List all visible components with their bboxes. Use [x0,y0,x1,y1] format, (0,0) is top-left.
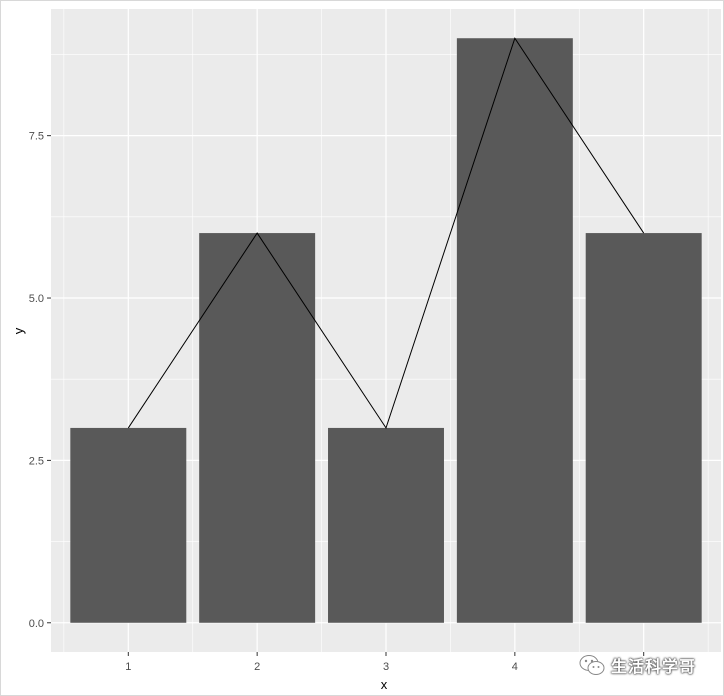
y-tick-label: 0.0 [29,618,44,630]
x-tick-label: 3 [383,661,389,673]
x-tick-label: 2 [254,661,260,673]
bars [70,38,702,623]
bar-1 [70,427,187,623]
watermark: 生活科学哥 [579,653,696,677]
x-tick-label: 1 [125,661,131,673]
bar-4 [456,38,573,623]
bar-2 [199,233,316,623]
wechat-icon [579,655,605,675]
y-axis-title: y [11,327,26,334]
x-axis-title: x [381,677,388,692]
x-axis: 1 2 3 4 [125,652,645,673]
y-axis: 0.0 2.5 5.0 7.5 [29,131,51,630]
bar-5 [585,233,702,623]
x-tick-label: 4 [512,661,518,673]
y-tick-label: 2.5 [29,455,44,467]
watermark-text: 生活科学哥 [611,657,697,676]
y-tick-label: 5.0 [29,293,44,305]
series-line [127,37,645,430]
bar-3 [328,427,444,623]
y-tick-label: 7.5 [29,131,44,143]
